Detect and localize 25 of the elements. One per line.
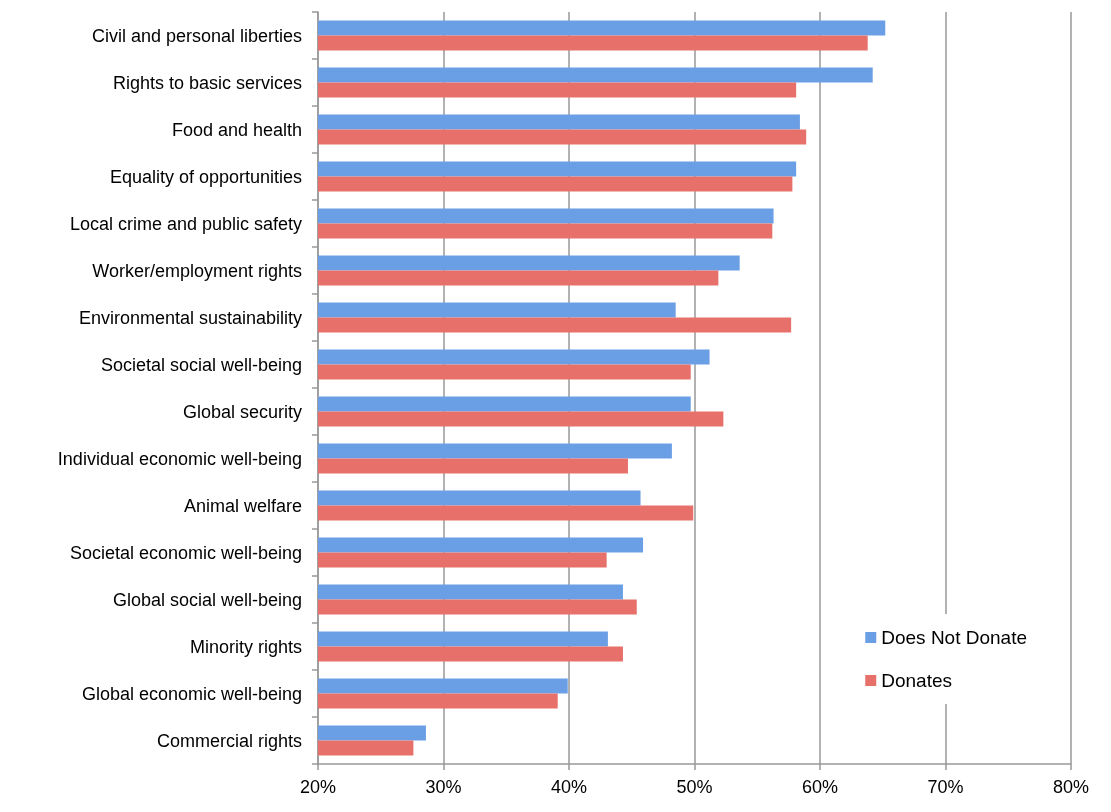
x-tick-label: 20%	[299, 777, 337, 797]
legend-label: Does Not Donate	[881, 627, 1027, 648]
y-tick-label: Global economic well-being	[81, 683, 302, 704]
x-tick-label: 40%	[550, 777, 588, 797]
y-tick-label: Equality of opportunities	[109, 166, 302, 187]
y-tick-label: Local crime and public safety	[69, 213, 302, 234]
x-tick-label: 50%	[676, 777, 713, 797]
x-tick-label: 70%	[927, 777, 964, 797]
x-tick-label: 60%	[801, 777, 839, 797]
y-tick-label: Individual economic well-being	[57, 448, 302, 469]
y-tick-label: Societal social well-being	[100, 354, 302, 375]
legend-label: Donates	[881, 670, 953, 691]
y-tick-label: Global security	[182, 401, 302, 422]
y-tick-label: Civil and personal liberties	[91, 25, 302, 46]
y-tick-label: Global social well-being	[112, 589, 302, 610]
y-tick-label: Rights to basic services	[112, 72, 302, 93]
y-tick-label: Minority rights	[189, 636, 302, 657]
x-tick-label: 30%	[425, 777, 462, 797]
y-tick-label: Commercial rights	[156, 730, 302, 751]
x-tick-label: 80%	[1052, 777, 1090, 797]
y-tick-label: Worker/employment rights	[92, 260, 302, 281]
y-tick-label: Animal welfare	[183, 495, 302, 516]
y-tick-label: Environmental sustainability	[78, 307, 302, 328]
y-tick-label: Societal economic well-being	[69, 542, 302, 563]
y-tick-label: Food and health	[171, 119, 302, 140]
